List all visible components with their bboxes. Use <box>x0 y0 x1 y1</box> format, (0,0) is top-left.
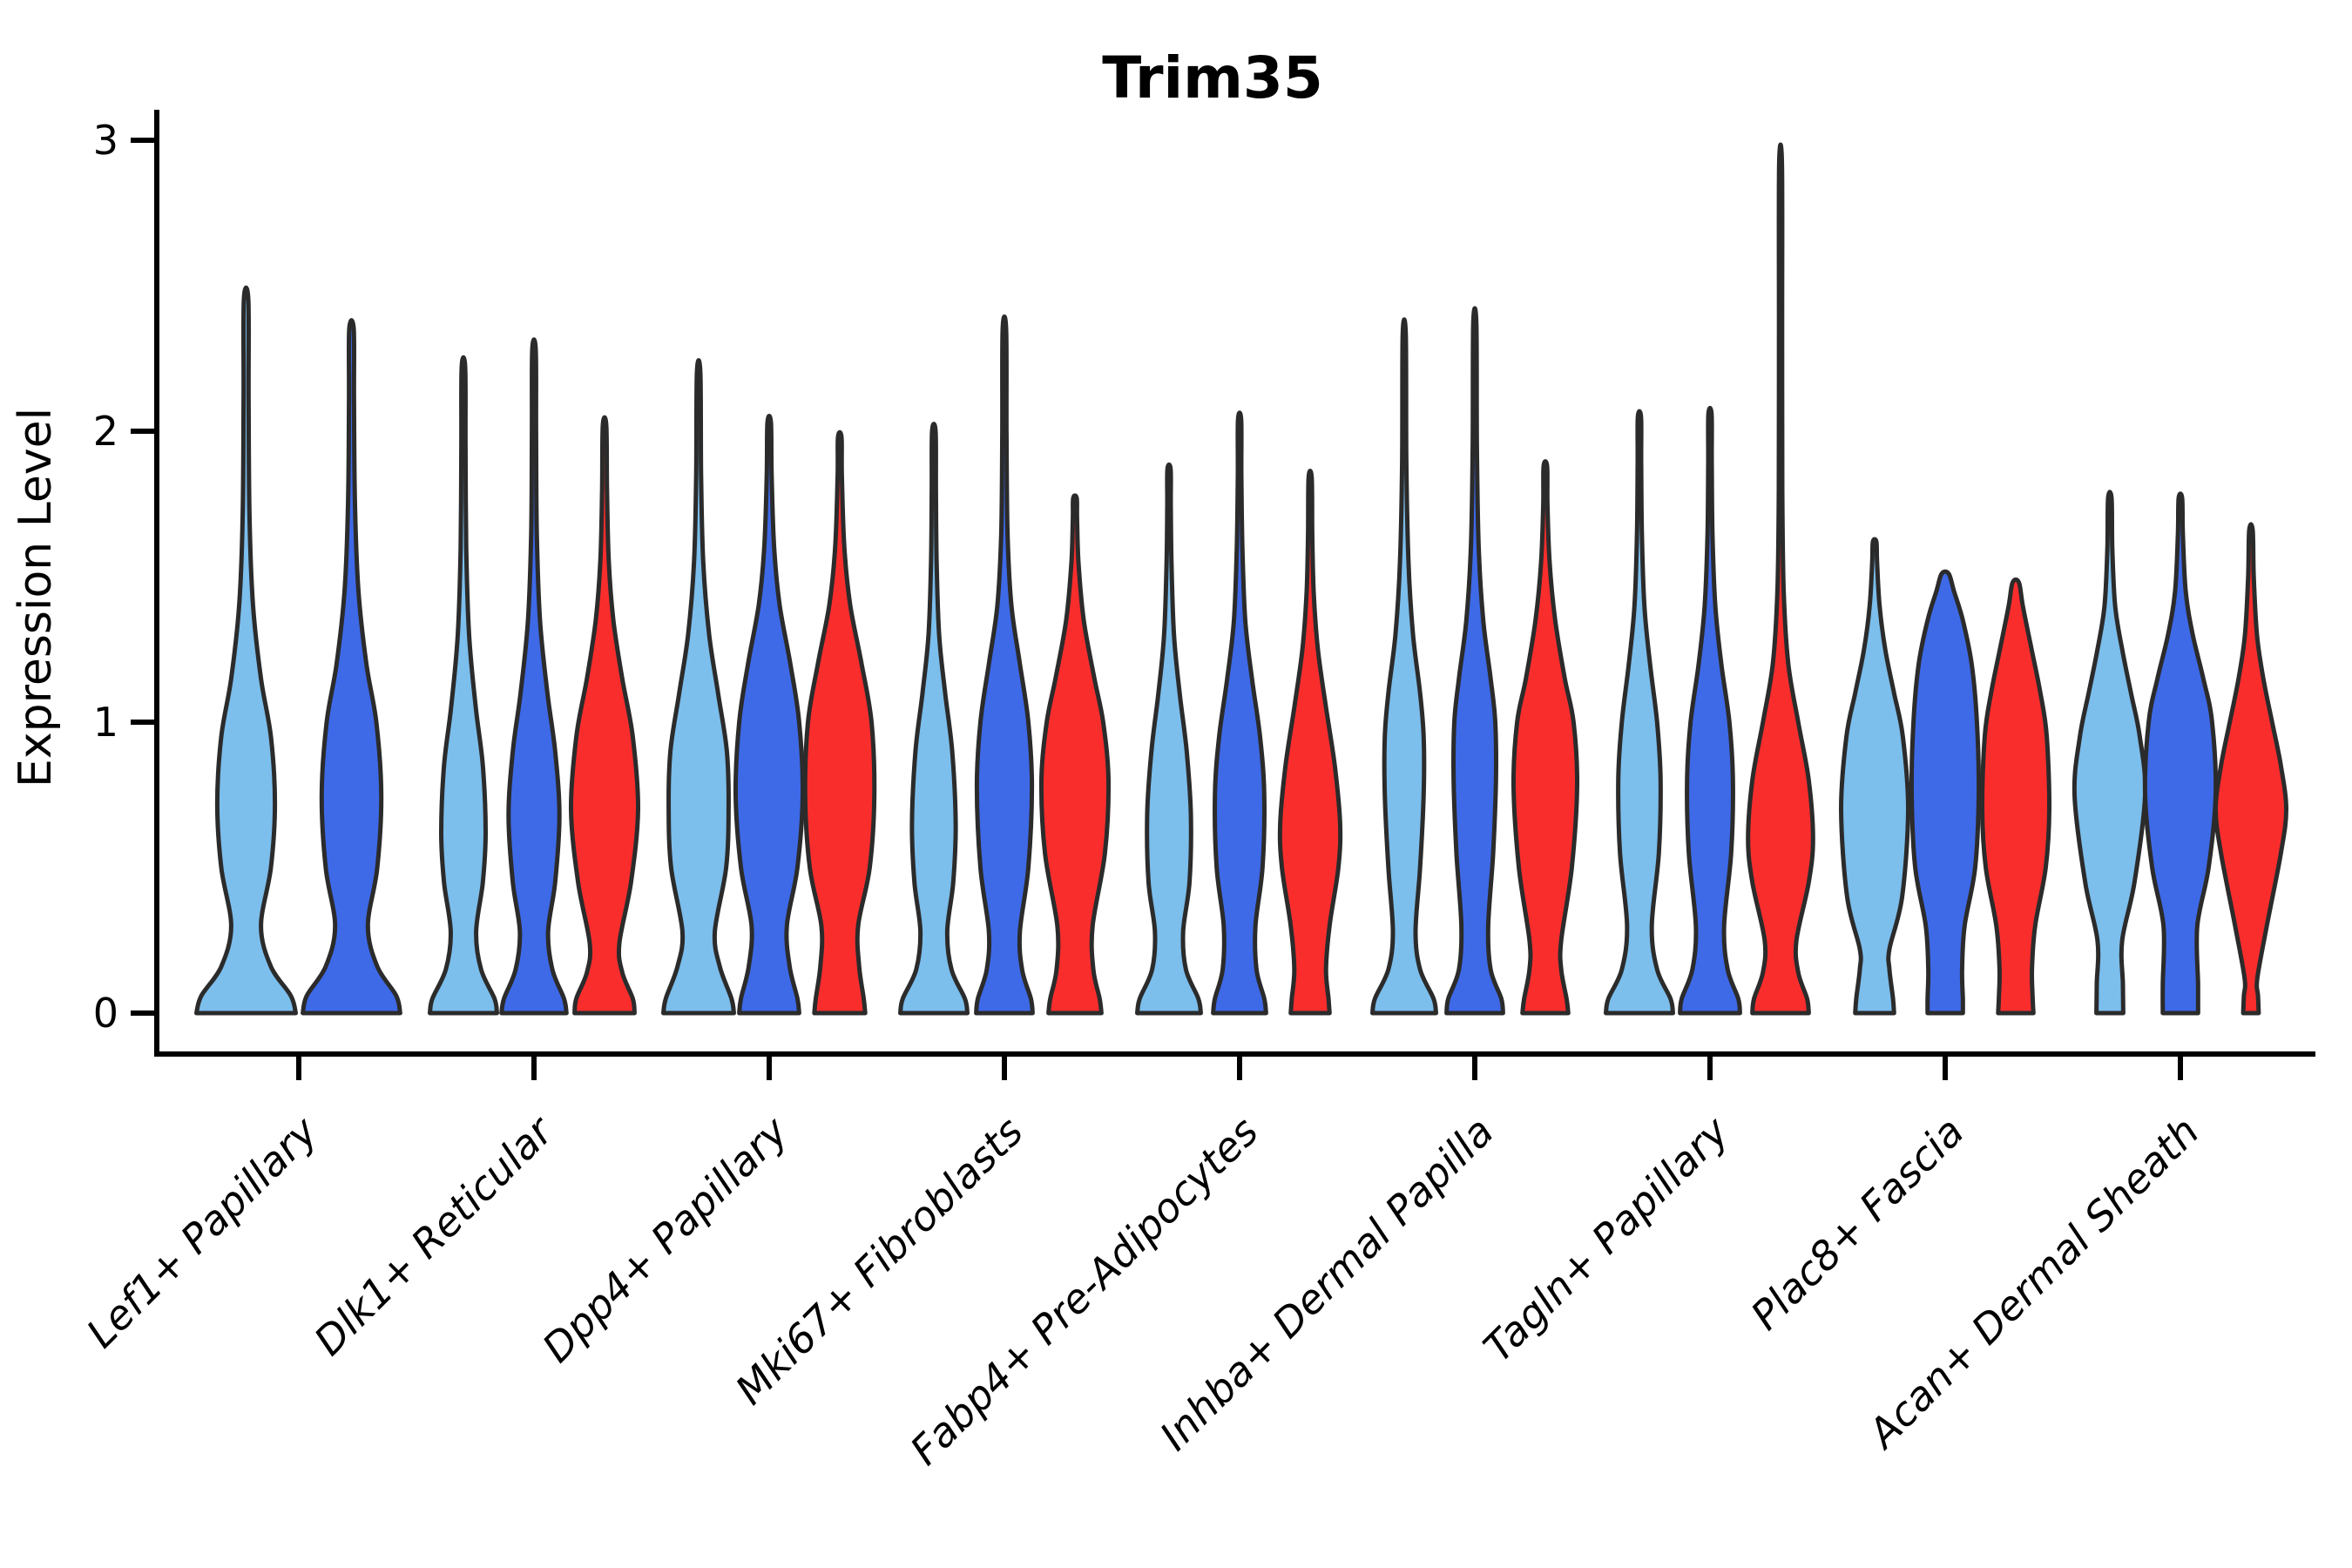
violin-sample-darkblue-plac8-fascia <box>1909 569 1982 1016</box>
x-tick-label: Dpp4+ Papillary <box>533 1107 797 1371</box>
violin-sample-red-dlk1-reticular <box>568 415 641 1016</box>
violin-sample-red-plac8-fascia <box>1979 577 2052 1016</box>
y-tick-label: 2 <box>93 408 118 455</box>
violin-sample-darkblue-lef1-papillary <box>301 318 402 1016</box>
violin-sample-red-mki67-fibroblasts <box>1038 493 1112 1016</box>
y-axis-label: Expression Level <box>10 408 62 787</box>
violin-sample-darkblue-acan-dermal-sheath <box>2142 491 2219 1016</box>
violin-sample-lightblue-fabp4-pre-adipocytes <box>1135 462 1203 1016</box>
violin-sample-red-inhba-dermal-papilla <box>1511 459 1580 1016</box>
violin-sample-darkblue-tagln-papillary <box>1678 405 1742 1016</box>
violin-sample-lightblue-tagln-papillary <box>1604 409 1675 1016</box>
violin-sample-red-tagln-papillary <box>1746 142 1815 1016</box>
y-tick-label: 0 <box>93 990 118 1037</box>
violin-sample-lightblue-dpp4-papillary <box>661 358 736 1016</box>
violin-sample-lightblue-acan-dermal-sheath <box>2072 490 2148 1016</box>
violin-sample-red-acan-dermal-sheath <box>2213 522 2288 1016</box>
x-tick-label: Lef1+ Papillary <box>78 1107 327 1356</box>
x-tick-label: Dlk1+ Reticular <box>305 1105 564 1364</box>
x-tick-label: Tagln+ Papillary <box>1474 1107 1738 1371</box>
violin-sample-darkblue-inhba-dermal-papilla <box>1444 306 1505 1016</box>
violin-sample-lightblue-plac8-fascia <box>1838 537 1911 1016</box>
violin-sample-darkblue-dlk1-reticular <box>499 337 569 1016</box>
violin-sample-darkblue-dpp4-papillary <box>733 414 806 1016</box>
violin-sample-lightblue-inhba-dermal-papilla <box>1370 317 1438 1016</box>
violin-sample-darkblue-fabp4-pre-adipocytes <box>1211 410 1268 1016</box>
x-tick-label: Plac8+ Fascia <box>1741 1108 1972 1339</box>
chart-title: Trim35 <box>1102 44 1323 112</box>
y-tick-label: 3 <box>93 117 118 164</box>
violin-sample-lightblue-dlk1-reticular <box>428 355 499 1016</box>
y-tick-label: 1 <box>93 699 118 746</box>
violin-sample-darkblue-mki67-fibroblasts <box>974 314 1035 1016</box>
violin-sample-lightblue-lef1-papillary <box>194 285 298 1016</box>
violin-sample-red-dpp4-papillary <box>802 429 877 1016</box>
violin-sample-lightblue-mki67-fibroblasts <box>898 422 970 1016</box>
violin-sample-red-fabp4-pre-adipocytes <box>1277 469 1343 1016</box>
